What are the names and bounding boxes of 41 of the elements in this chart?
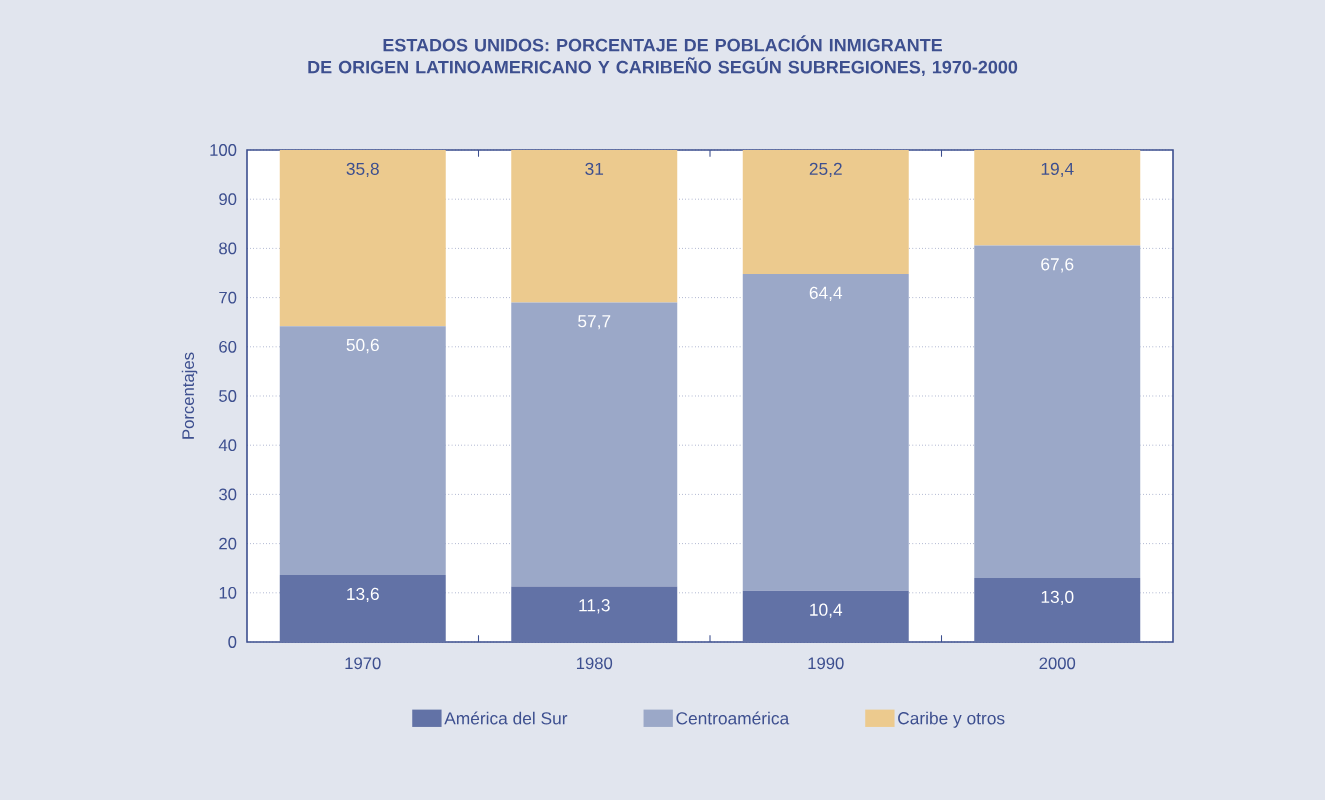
data-label: 13,0 (1041, 590, 1074, 606)
data-label: 31 (585, 162, 604, 175)
y-tick-label: 70 (219, 291, 237, 304)
bar (742, 273, 909, 591)
bar (974, 245, 1141, 579)
chart-title: ESTADOS UNIDOS: PORCENTAJE DE POBLACIÓN INMIGRANTE DE ORIGEN LATINOAMERICANO Y CARIBEÑO SEGÚN SUBREGIONES, 1970-2000 (308, 35, 1018, 77)
y-tick-label: 100 (210, 144, 237, 156)
y-tick-label: 80 (219, 242, 237, 255)
legend-label: América del Sur (444, 711, 568, 725)
data-label: 64,4 (809, 286, 843, 302)
y-tick-label: 20 (219, 537, 237, 550)
y-tick-label: 50 (219, 390, 237, 402)
x-tick-label: 1990 (808, 657, 844, 670)
legend-label: Centroamérica (676, 711, 790, 725)
legend-label: Caribe y otros (898, 711, 1005, 728)
y-tick-label: 30 (219, 488, 237, 501)
y-tick-label: 40 (218, 439, 237, 452)
x-tick-label: 1970 (345, 657, 381, 670)
bar (974, 150, 1141, 246)
bar (742, 150, 909, 274)
bar (511, 302, 678, 587)
data-label: 35,8 (346, 162, 379, 178)
bar (511, 150, 678, 303)
data-label: 50,6 (346, 338, 379, 354)
bar (279, 150, 446, 327)
bar (279, 575, 446, 642)
data-label: 13,6 (347, 587, 379, 603)
y-tick-label: 60 (219, 340, 237, 353)
y-tick-label: 0 (228, 636, 237, 648)
data-label: 25,2 (809, 162, 842, 178)
data-label: 57,7 (578, 315, 611, 330)
y-tick-label: 90 (219, 193, 237, 206)
x-tick-label: 1980 (576, 657, 613, 670)
y-axis-title: Porcentajes (181, 352, 198, 439)
y-tick-label: 10 (219, 586, 237, 599)
data-label: 19,4 (1041, 162, 1074, 178)
data-label: 11,3 (579, 599, 610, 614)
bar (279, 326, 446, 576)
data-label: 10,4 (810, 603, 843, 618)
data-label: 67,6 (1041, 258, 1074, 273)
x-tick-label: 2000 (1039, 657, 1076, 670)
